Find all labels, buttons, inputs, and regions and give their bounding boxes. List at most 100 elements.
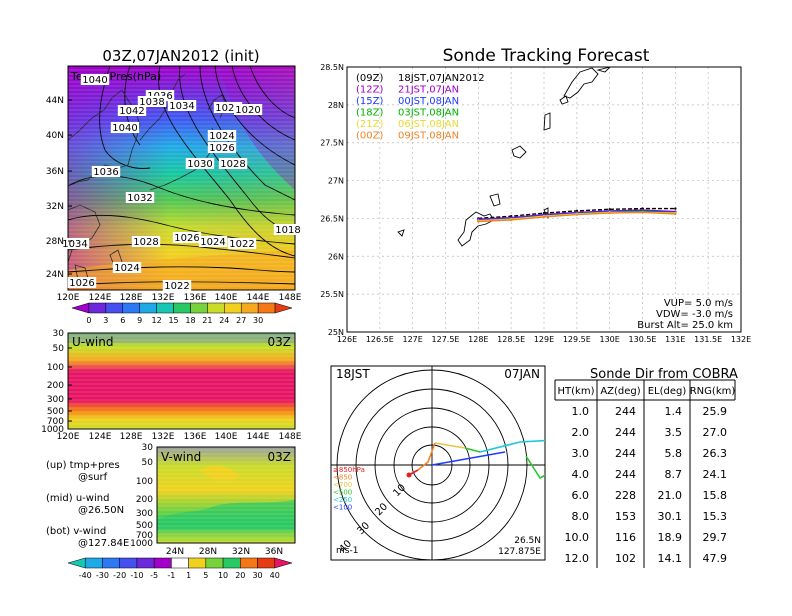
colorbar-cell — [257, 557, 276, 569]
track-point — [641, 211, 644, 214]
pressure-tick: 500 — [47, 407, 64, 417]
lon-tick-label: 128.5E — [497, 335, 525, 344]
polar-loc-lat: 26.5N — [514, 536, 541, 546]
legend-code: (18Z) — [356, 108, 383, 119]
colorbar-cell — [274, 302, 293, 314]
table-cell: 3.5 — [665, 426, 683, 439]
colorbar-tick: 40 — [270, 571, 280, 580]
table-cell: 244 — [615, 468, 636, 481]
pressure-label: 1022 — [164, 281, 189, 292]
colorbar-cell — [257, 302, 276, 314]
polar-legend-item: <100 — [333, 504, 352, 512]
colorbar-tick: -5 — [150, 571, 158, 580]
isobar — [249, 66, 295, 119]
colorbar-cell — [105, 302, 124, 314]
u-wind-field — [68, 333, 295, 429]
pressure-label: 1024 — [200, 237, 225, 248]
colorbar-tick: 6 — [120, 316, 125, 325]
pressure-label-bg — [207, 142, 237, 153]
colorbar-tick: 10 — [218, 571, 228, 580]
pressure-tick: 500 — [136, 521, 153, 531]
pressure-tick: 200 — [136, 495, 153, 505]
colorbar-cell — [67, 557, 86, 569]
pressure-tick: 700 — [47, 417, 64, 427]
pressure-label: 1036 — [93, 167, 118, 178]
colorbar-cell — [122, 302, 140, 314]
pressure-label: 1032 — [127, 193, 152, 204]
pressure-labels: 1040103610381034104210401022102010241026… — [60, 74, 303, 292]
pressure-label-bg — [198, 236, 228, 247]
table-cell: 10.0 — [565, 531, 590, 544]
isobar — [68, 266, 295, 273]
table-cell: 8.0 — [572, 510, 590, 523]
warm-region — [68, 250, 295, 290]
legend-time: 21JST,07JAN — [398, 85, 459, 96]
pressure-label-bg — [273, 224, 303, 235]
pressure-tick: 700 — [136, 531, 153, 541]
u-wind-grid — [68, 335, 295, 429]
pressure-label-bg — [145, 90, 175, 101]
pressure-tick: 30 — [53, 329, 65, 339]
pressure-label-bg — [162, 280, 192, 291]
lat-tick-label: 44N — [46, 96, 64, 106]
table-cell: 15.8 — [703, 489, 728, 502]
pressure-label-bg — [172, 232, 202, 243]
lat-tick-label: 26N — [328, 252, 344, 261]
polar-time-left: 18JST — [336, 367, 370, 381]
pressure-tick: 50 — [53, 344, 65, 354]
polar-hodograph — [406, 439, 545, 480]
table-cell: 244 — [615, 426, 636, 439]
table-cell: 47.9 — [703, 552, 728, 565]
pressure-tick: 1000 — [130, 539, 153, 549]
note-mid-line2: @26.50N — [78, 505, 124, 516]
note-bot-line1: (bot) v-wind — [46, 526, 106, 537]
isobar — [214, 66, 295, 166]
note-up-line2: @surf — [78, 472, 108, 483]
u-wind-frame — [67, 332, 296, 430]
pressure-label-bg — [80, 74, 110, 85]
lon-tick-label: 130E — [600, 335, 620, 344]
legend-time: 09JST,08JAN — [398, 131, 459, 142]
colorbar-tick: 24 — [219, 316, 229, 325]
track-point — [509, 218, 513, 222]
colorbar-tick: 12 — [152, 316, 162, 325]
table-title: Sonde Dir from COBRA — [590, 367, 738, 382]
colorbar-cell — [222, 557, 241, 569]
pressure-label: 1042 — [119, 106, 144, 117]
lon-tick-label: 129E — [534, 335, 554, 344]
table-cell: 116 — [615, 531, 636, 544]
table-cell: 4.0 — [572, 468, 590, 481]
pressure-label: 1028 — [133, 237, 158, 248]
colorbar-cell — [240, 557, 258, 569]
pressure-label-bg — [125, 192, 155, 203]
init-title: 03Z,07JAN2012 (init) — [102, 47, 259, 65]
polar-loc-lon: 127.875E — [498, 547, 541, 557]
note-bot-line2: @127.84E — [78, 538, 129, 549]
lon-tick-label: 132E — [731, 335, 751, 344]
v-wind-grid — [157, 449, 295, 543]
pressure-label-bg — [137, 96, 167, 107]
pressure-label: 1022 — [229, 239, 254, 250]
pressure-label: 1028 — [220, 159, 245, 170]
lat-tick-label: 28N — [328, 101, 344, 110]
info-vup: VUP= 5.0 m/s — [664, 298, 733, 309]
pressure-label: 1026 — [174, 233, 199, 244]
lon-tick-label: 140E — [215, 432, 238, 442]
polar-frame — [330, 365, 546, 561]
table-cell: 12.0 — [565, 552, 590, 565]
pressure-tick: 30 — [142, 443, 154, 453]
pressure-label-bg — [91, 166, 121, 177]
pressure-tick: 200 — [47, 381, 64, 391]
lat-tick-label: 28N — [199, 547, 217, 557]
hodograph-start — [406, 472, 412, 478]
table-cell: 6.0 — [572, 489, 590, 502]
lon-tick-label: 129.5E — [563, 335, 591, 344]
pressure-label-bg — [227, 238, 257, 249]
table-cell: 3.0 — [572, 447, 590, 460]
pressure-label-bg — [112, 262, 142, 273]
legend-time: 03JST,08JAN — [398, 108, 459, 119]
colorbar-cell — [156, 302, 174, 314]
table-cell: 153 — [615, 510, 636, 523]
